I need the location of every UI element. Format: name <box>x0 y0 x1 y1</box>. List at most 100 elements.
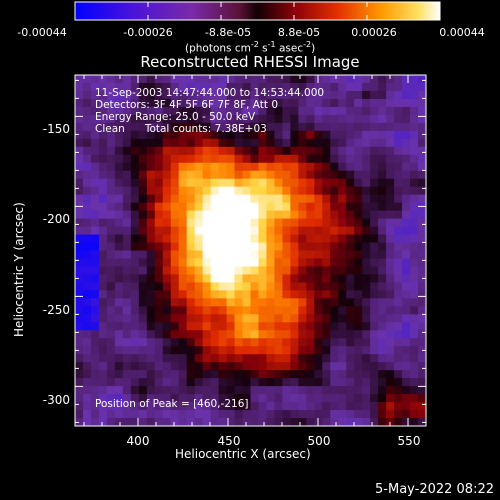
heatmap-cell <box>186 258 196 268</box>
heatmap-cell <box>122 170 132 180</box>
heatmap-cell <box>346 410 355 419</box>
heatmap-cell <box>106 186 116 196</box>
heatmap-cell <box>314 290 323 299</box>
heatmap-cell <box>130 146 140 156</box>
heatmap-cell <box>162 378 172 387</box>
heatmap-cell <box>202 346 212 355</box>
heatmap-cell <box>170 346 180 355</box>
heatmap-cell <box>322 250 331 260</box>
heatmap-cell <box>170 162 180 172</box>
heatmap-cell <box>186 402 196 411</box>
heatmap-cell <box>250 82 260 92</box>
heatmap-cell <box>282 242 291 252</box>
heatmap-cell <box>410 410 419 419</box>
heatmap-cell <box>234 210 244 220</box>
heatmap-cell <box>170 386 180 395</box>
heatmap-cell <box>130 122 140 132</box>
heatmap-cell <box>242 82 252 92</box>
heatmap-cell <box>378 75 387 84</box>
heatmap-cell <box>162 194 172 204</box>
heatmap-cell <box>154 234 164 244</box>
heatmap-cell <box>418 314 426 323</box>
heatmap-cell <box>306 122 315 132</box>
heatmap-cell <box>330 162 339 172</box>
heatmap-cell <box>306 298 315 307</box>
heatmap-cell <box>258 378 268 387</box>
heatmap-cell <box>75 362 84 371</box>
heatmap-cell <box>194 98 204 108</box>
heatmap-cell <box>378 210 387 220</box>
heatmap-cell <box>242 346 252 355</box>
heatmap-cell <box>394 346 403 355</box>
heatmap-cell <box>410 330 419 339</box>
heatmap-cell <box>338 362 347 371</box>
heatmap-cell <box>362 75 371 84</box>
heatmap-cell <box>202 330 212 339</box>
heatmap-cell <box>98 202 108 212</box>
heatmap-cell <box>114 410 124 419</box>
heatmap-cell <box>410 75 419 84</box>
heatmap-cell <box>274 306 284 315</box>
heatmap-cell <box>330 306 339 315</box>
heatmap-cell <box>75 218 84 228</box>
heatmap-cell <box>234 234 244 244</box>
heatmap-cell <box>266 274 276 284</box>
heatmap-cell <box>290 202 299 212</box>
heatmap-cell <box>234 75 244 84</box>
heatmap-cell <box>90 362 100 371</box>
heatmap-cell <box>298 370 307 379</box>
heatmap-cell <box>90 162 100 172</box>
heatmap-cell <box>106 258 116 268</box>
heatmap-cell <box>75 290 84 299</box>
heatmap-cell <box>114 314 124 323</box>
heatmap-cell <box>114 186 124 196</box>
heatmap-cell <box>402 90 411 100</box>
heatmap-cell <box>418 210 426 220</box>
heatmap-cell <box>394 274 403 284</box>
heatmap-cell <box>386 274 395 284</box>
heatmap-cell <box>362 242 371 252</box>
heatmap-cell <box>186 314 196 323</box>
heatmap-cell <box>242 338 252 347</box>
heatmap-cell <box>130 194 140 204</box>
heatmap-cell <box>186 202 196 212</box>
heatmap-cell <box>234 250 244 260</box>
heatmap-cell <box>290 75 299 84</box>
heatmap-cell <box>418 226 426 236</box>
heatmap-cell <box>370 106 379 116</box>
heatmap-cell <box>202 394 212 403</box>
heatmap-cell <box>226 130 236 140</box>
heatmap-cell <box>266 290 276 299</box>
heatmap-cell <box>186 290 196 299</box>
heatmap-cell <box>130 234 140 244</box>
heatmap-cell <box>418 130 426 140</box>
heatmap-cell <box>330 226 339 236</box>
heatmap-cell <box>194 226 204 236</box>
heatmap-cell <box>258 98 268 108</box>
heatmap-cell <box>274 410 284 419</box>
heatmap-cell <box>146 274 156 284</box>
heatmap-cell <box>186 218 196 228</box>
heatmap-cell <box>210 234 220 244</box>
heatmap-cell <box>138 402 148 411</box>
heatmap-cell <box>410 306 419 315</box>
heatmap-cell <box>210 106 220 116</box>
heatmap-cell <box>354 418 363 426</box>
heatmap-cell <box>218 314 228 323</box>
heatmap-cell <box>290 106 299 116</box>
heatmap-cell <box>386 138 395 148</box>
heatmap-cell <box>250 114 260 124</box>
heatmap-cell <box>146 90 156 100</box>
heatmap-cell <box>282 75 291 84</box>
heatmap-cell <box>194 114 204 124</box>
heatmap-cell <box>122 418 132 426</box>
heatmap-cell <box>410 322 419 331</box>
heatmap-cell <box>186 122 196 132</box>
heatmap-cell <box>154 90 164 100</box>
heatmap-cell <box>258 146 268 156</box>
heatmap-cell <box>75 162 84 172</box>
heatmap-cell <box>338 266 347 276</box>
heatmap-cell <box>186 298 196 307</box>
heatmap-cell <box>226 354 236 363</box>
heatmap-cell <box>338 378 347 387</box>
